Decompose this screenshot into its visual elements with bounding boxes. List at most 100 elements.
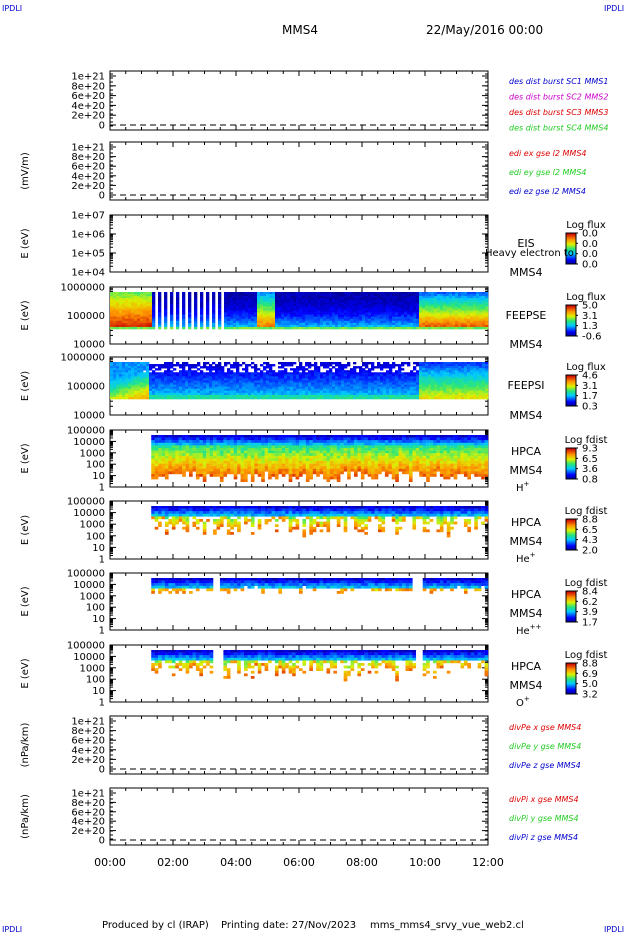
- spectrogram-cell: [341, 316, 345, 320]
- spectrogram-cell: [284, 388, 288, 392]
- spectrogram-cell: [134, 388, 138, 392]
- spectrogram-cell: [446, 306, 450, 309]
- spectrogram-cell: [332, 306, 336, 309]
- spectrogram-cell: [305, 376, 309, 379]
- spectrogram-cell: [353, 292, 357, 295]
- spectrogram-cell: [113, 396, 117, 400]
- spectrogram-cell: [242, 378, 246, 381]
- spectrogram-cell: [146, 316, 150, 320]
- spectrogram-cell: [260, 326, 264, 330]
- spectrogram-cell: [266, 294, 270, 297]
- spectrogram-cell: [272, 378, 276, 381]
- spacecraft-label: MMS4: [510, 607, 543, 620]
- spectrogram-cell: [308, 370, 312, 373]
- spectrogram-cell: [224, 380, 228, 383]
- spectrogram-cell: [326, 390, 330, 394]
- spectrogram-cell: [320, 394, 324, 398]
- spectrogram-cell: [452, 308, 456, 311]
- spectrogram-cell: [221, 384, 225, 387]
- spectrogram-cell: [260, 292, 264, 295]
- spectrogram-cell: [233, 384, 237, 387]
- spectrogram-cell: [470, 308, 474, 311]
- spectrogram-cell: [449, 320, 453, 324]
- spectrogram-cell: [236, 322, 240, 326]
- spectrogram-cell: [299, 316, 303, 320]
- spectrogram-cell: [266, 394, 270, 398]
- spectrogram-cell: [203, 362, 207, 365]
- spectrogram-cell: [215, 394, 219, 398]
- spectrogram-cell: [344, 324, 348, 328]
- spectrogram-cell: [464, 310, 468, 313]
- spectrogram-cell: [413, 320, 417, 324]
- spectrogram-cell: [302, 368, 306, 371]
- spectrogram-cell: [230, 294, 234, 297]
- spectrogram-cell: [464, 292, 468, 295]
- spectrogram-cell: [197, 362, 201, 365]
- colorbar-cell: [566, 333, 576, 335]
- spectrogram-cell: [362, 298, 366, 301]
- spectrogram-cell: [185, 396, 189, 400]
- spectrogram-cell: [161, 396, 165, 400]
- spectrogram-cell: [290, 322, 294, 326]
- spectrogram-cell: [338, 396, 342, 400]
- spectrogram-cell: [383, 294, 387, 297]
- spectrogram-cell: [146, 384, 150, 387]
- spectrogram-cell: [374, 292, 378, 295]
- colorbar-cell: [566, 258, 576, 260]
- spectrogram-cell: [299, 372, 303, 375]
- spectrogram-cell: [296, 314, 300, 317]
- spectrogram-cell: [182, 324, 186, 328]
- spectrogram-cell: [350, 314, 354, 317]
- spectrogram-cell: [443, 292, 447, 295]
- spectrogram-cell: [170, 304, 174, 307]
- spectrogram-cell: [317, 310, 321, 313]
- spectrogram-cell: [140, 312, 144, 315]
- spectrogram-cell: [221, 386, 225, 390]
- spectrogram-cell: [269, 316, 273, 320]
- spectrogram-cell: [272, 318, 276, 322]
- spectrogram-cell: [296, 382, 300, 385]
- spectrogram-cell: [419, 318, 423, 322]
- spectrogram-cell: [149, 326, 153, 330]
- colorbar-cell: [566, 464, 576, 466]
- spectrogram-cell: [455, 292, 459, 295]
- spectrogram-cell: [239, 378, 243, 381]
- spectrogram-cell: [182, 320, 186, 324]
- spectrogram-cell: [170, 300, 174, 303]
- spectrogram-cell: [362, 310, 366, 313]
- spectrogram-cell: [137, 294, 141, 297]
- spectrogram-cell: [470, 306, 474, 309]
- spectrogram-cell: [170, 292, 174, 295]
- spectrogram-cell: [365, 318, 369, 322]
- legend-entry: divPe x gse MMS4: [509, 723, 581, 732]
- spectrogram-cell: [341, 326, 345, 330]
- spectrogram-cell: [335, 326, 339, 330]
- spectrogram-cell: [254, 300, 258, 303]
- colorbar-cell: [566, 262, 576, 264]
- spectrogram-cell: [344, 326, 348, 330]
- spectrogram-cell: [278, 382, 282, 385]
- spectrogram-cell: [485, 306, 489, 309]
- spectrogram-cell: [149, 376, 153, 379]
- spectrogram-cell: [116, 298, 120, 301]
- colorbar-cell: [566, 312, 576, 314]
- spectrogram-cell: [269, 310, 273, 313]
- spectrogram-cell: [218, 366, 222, 369]
- spectrogram-cell: [314, 308, 318, 311]
- spectrogram-cell: [197, 374, 201, 377]
- spectrogram-cell: [200, 292, 204, 295]
- spectrogram-cell: [281, 324, 285, 328]
- spectrogram-cell: [386, 326, 390, 330]
- spectrogram-cell: [176, 372, 180, 375]
- spectrogram-cell: [197, 372, 201, 375]
- colorbar-cell: [566, 449, 576, 451]
- spectrogram-cell: [224, 300, 228, 303]
- spectrogram-cell: [425, 298, 429, 301]
- spectrogram-cell: [260, 370, 264, 373]
- spectrogram-cell: [248, 386, 252, 390]
- spectrogram-cell: [422, 304, 426, 307]
- spectrogram-cell: [212, 314, 216, 317]
- spectrogram-cell: [257, 382, 261, 385]
- spectrogram-cell: [152, 314, 156, 317]
- spectrogram-cell: [251, 394, 255, 398]
